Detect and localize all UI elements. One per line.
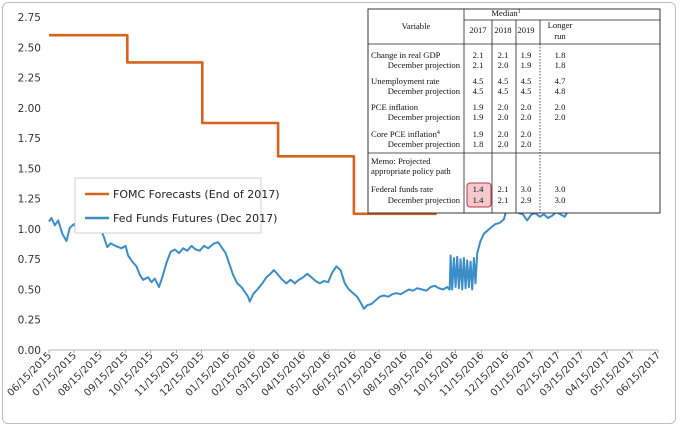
table-row-label: Federal funds rate <box>371 184 433 194</box>
table-memo-label: Memo: Projected <box>371 156 431 166</box>
table-row-label: Unemployment rate <box>371 76 440 86</box>
table-cell-value: 2.0 <box>498 139 509 149</box>
table-cell-value: 2.0 <box>555 102 566 112</box>
table-cell-value: 1.9 <box>521 50 532 60</box>
table-cell-value: 1.8 <box>555 50 566 60</box>
table-cell-value: 2.0 <box>521 112 532 122</box>
table-row-label: December projection <box>388 112 461 122</box>
table-row-label: December projection <box>388 60 461 70</box>
y-tick-label: 0.50 <box>18 284 41 296</box>
table-cell-value: 2.9 <box>521 195 532 205</box>
table-row-label: Change in real GDP <box>371 50 441 60</box>
fed-funds-highlight <box>466 182 492 208</box>
table-header-year: 2018 <box>494 25 511 35</box>
line-chart: 0.00 0.25 0.50 0.75 1.00 1.25 1.50 1.75 2.00 2.25… <box>6 8 664 399</box>
projection-table-rules <box>368 9 660 213</box>
table-cell-value: 2.0 <box>498 129 509 139</box>
table-cell-value: 2.0 <box>521 139 532 149</box>
y-tick-label: 0.75 <box>18 254 41 266</box>
table-cell-value: 4.8 <box>555 86 566 96</box>
table-cell-value: 2.0 <box>498 112 509 122</box>
table-cell-value: 2.1 <box>498 184 509 194</box>
table-row-label: December projection <box>388 139 461 149</box>
table-cell-value: 1.9 <box>521 60 532 70</box>
y-tick-label: 2.00 <box>18 103 41 115</box>
table-cell-value: 1.9 <box>473 112 484 122</box>
table-cell-value: 2.0 <box>498 102 509 112</box>
table-cell-value: 2.1 <box>498 195 509 205</box>
series-line-fed-funds-futures <box>48 194 643 310</box>
table-header-year: 2019 <box>517 25 534 35</box>
table-cell-value: 4.5 <box>521 86 532 96</box>
table-cell-value: 1.9 <box>473 129 484 139</box>
table-cell-value: 2.0 <box>521 102 532 112</box>
y-tick-label: 2.25 <box>18 73 41 85</box>
table-header-median: Median1 <box>491 8 520 18</box>
legend-box <box>74 177 262 234</box>
table-header-longer-run: run <box>554 31 566 41</box>
table-cell-value: 1.9 <box>473 102 484 112</box>
legend-label-futures: Fed Funds Futures (Dec 2017) <box>113 212 277 225</box>
table-cell-value: 1.8 <box>473 139 484 149</box>
y-tick-label: 2.75 <box>18 12 41 24</box>
table-cell-value: 4.5 <box>498 86 509 96</box>
table-cell-value: 2.0 <box>555 112 566 122</box>
table-cell-value: 3.0 <box>521 184 532 194</box>
table-cell-value: 4.5 <box>473 86 484 96</box>
table-row-label: December projection <box>388 86 461 96</box>
y-tick-label: 0.00 <box>18 345 41 357</box>
table-row-label: December projection <box>388 195 461 205</box>
table-cell-value: 4.7 <box>555 76 566 86</box>
table-cell-value: 2.1 <box>498 50 509 60</box>
table-cell-value: 2.1 <box>473 60 484 70</box>
y-tick-label: 1.25 <box>18 194 41 206</box>
legend: FOMC Forecasts (End of 2017) Fed Funds F… <box>74 177 280 234</box>
table-cell-value: 2.0 <box>498 60 509 70</box>
table-cell-value: 4.5 <box>473 76 484 86</box>
table-cell-value: 1.4 <box>473 184 484 194</box>
y-tick-label: 0.25 <box>18 315 41 327</box>
fed-funds-2017-highlight <box>466 182 492 208</box>
chart-frame: 0.00 0.25 0.50 0.75 1.00 1.25 1.50 1.75 2.00 2.25… <box>2 2 676 424</box>
y-tick-label: 1.75 <box>18 133 41 145</box>
table-header-year: 2017 <box>469 25 487 35</box>
y-tick-label: 2.50 <box>18 42 41 54</box>
table-cell-value: 3.0 <box>555 184 566 194</box>
y-tick-label: 1.50 <box>18 163 41 175</box>
table-memo-label: appropriate policy path <box>371 166 451 176</box>
table-cell-value: 1.8 <box>555 60 566 70</box>
table-cell-value: 3.0 <box>555 195 566 205</box>
legend-label-fomc: FOMC Forecasts (End of 2017) <box>113 188 280 201</box>
table-header-variable: Variable <box>402 21 431 31</box>
table-cell-value: 4.5 <box>498 76 509 86</box>
table-cell-value: 2.0 <box>521 129 532 139</box>
table-cell-value: 1.4 <box>473 195 484 205</box>
table-cell-value: 2.1 <box>473 50 484 60</box>
y-tick-label: 1.00 <box>18 224 41 236</box>
table-row-label: PCE inflation <box>371 102 419 112</box>
table-header-longer-run: Longer <box>548 20 573 30</box>
table-cell-value: 4.5 <box>521 76 532 86</box>
table-row-label: Core PCE inflation4 <box>371 129 440 139</box>
projection-table-border <box>367 8 661 214</box>
